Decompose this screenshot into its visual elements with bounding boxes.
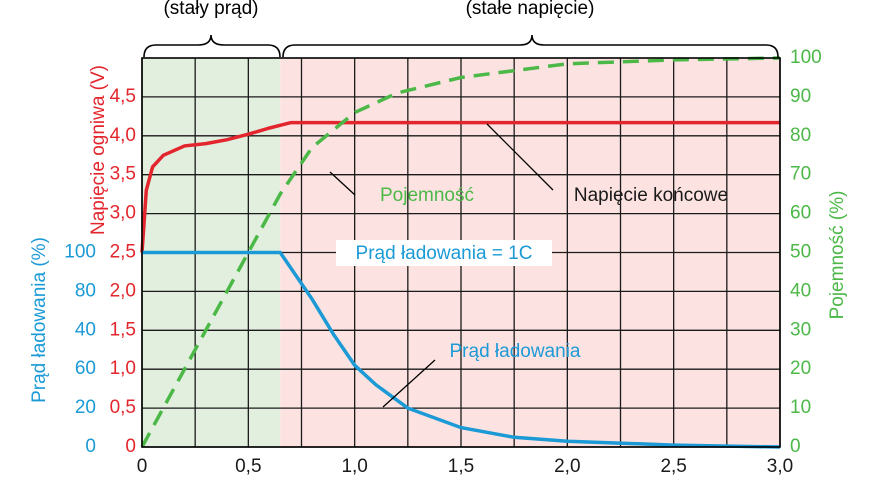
x-tick-label: 1,0 [341, 456, 367, 477]
y3-tick-label: 0 [85, 436, 96, 457]
leader [329, 171, 356, 196]
y-tick-label: 1,0 [110, 358, 136, 379]
leader [382, 359, 436, 408]
x-tick-label: 0 [137, 456, 148, 477]
phase-label: (stałe napięcie) [466, 0, 595, 19]
y-tick-label: 4,5 [110, 86, 136, 107]
series-line [142, 250, 781, 449]
y-tick-label: 1,5 [110, 319, 136, 340]
y2-axis-title: Pojemność (%) [827, 191, 848, 320]
annotation: Prąd ładowania [450, 341, 581, 362]
x-tick-label: 1,5 [448, 456, 474, 477]
brace [282, 34, 779, 58]
y2-tick-label: 70 [790, 164, 811, 185]
annotation: Napięcie końcowe [574, 185, 728, 206]
y-axis-title: Napięcie ogniwa (V) [88, 65, 109, 235]
y2-tick-label: 0 [790, 436, 801, 457]
y3-axis-title: Prąd ładowania (%) [29, 237, 50, 403]
annotation: Pojemność [380, 185, 474, 206]
y2-tick-label: 20 [790, 358, 811, 379]
y2-tick-label: 80 [790, 125, 811, 146]
y2-tick-label: 90 [790, 86, 811, 107]
y3-tick-label: 40 [75, 319, 96, 340]
series-line [140, 120, 780, 253]
x-tick-label: 2,0 [554, 456, 580, 477]
y2-tick-label: 30 [790, 319, 811, 340]
y3-tick-label: 80 [75, 280, 96, 301]
y-tick-label: 4,0 [110, 125, 136, 146]
annotation-bg [336, 240, 552, 266]
x-tick-label: 2,5 [660, 456, 686, 477]
leader [486, 123, 554, 191]
annotation: Prąd ładowania = 1C [356, 243, 533, 264]
y-tick-label: 2,5 [110, 242, 136, 263]
series-line [140, 56, 781, 448]
x-tick-label: 3,0 [767, 456, 793, 477]
y-tick-label: 0 [125, 436, 136, 457]
y2-tick-label: 10 [790, 397, 811, 418]
brace [143, 34, 281, 58]
y-tick-label: 3,5 [110, 164, 136, 185]
series-layer [140, 56, 781, 449]
phase-label: (stały prąd) [163, 0, 258, 19]
plot-frame [141, 57, 781, 448]
y2-tick-label: 40 [790, 280, 811, 301]
y2-tick-label: 100 [790, 47, 822, 68]
y-tick-label: 2,0 [110, 280, 136, 301]
x-tick-label: 0,5 [235, 456, 261, 477]
y2-tick-label: 60 [790, 203, 811, 224]
y2-tick-label: 50 [790, 242, 811, 263]
y-tick-label: 0,5 [110, 397, 136, 418]
y3-tick-label: 20 [75, 397, 96, 418]
y3-tick-label: 100 [64, 242, 96, 263]
y3-tick-label: 60 [75, 358, 96, 379]
y-tick-label: 3,0 [110, 203, 136, 224]
